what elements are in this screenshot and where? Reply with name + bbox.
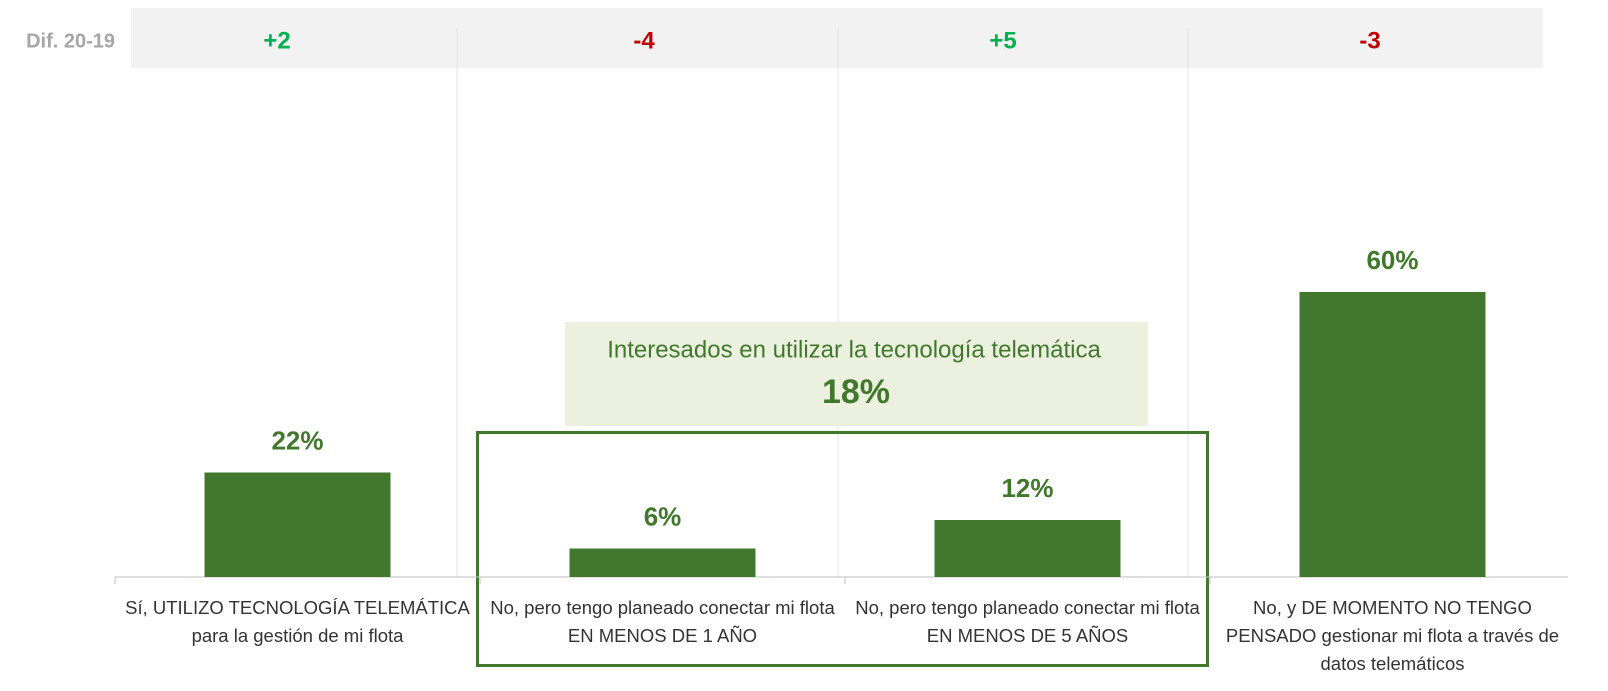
x-tick-label: No, y DE MOMENTO NO TENGO PENSADO gestio… (1225, 597, 1560, 674)
diff-value: +2 (263, 27, 290, 54)
x-tick-label: No, pero tengo planeado conectar mi flot… (490, 597, 835, 646)
diff-band (131, 8, 1543, 68)
annotation-box (565, 322, 1148, 426)
annotation-total: 18% (822, 373, 890, 411)
annotation-text: Interesados en utilizar la tecnología te… (607, 336, 1101, 363)
value-label: 6% (644, 501, 682, 531)
diff-label: Dif. 20-19 (26, 30, 115, 52)
group-box (476, 431, 1209, 667)
bar (1299, 292, 1486, 577)
value-label: 22% (271, 425, 323, 455)
bar (204, 472, 391, 577)
diff-value: +5 (989, 27, 1016, 54)
value-label: 60% (1366, 245, 1418, 275)
value-label: 12% (1001, 473, 1053, 503)
diff-value: -4 (633, 27, 655, 54)
x-tick-label: No, pero tengo planeado conectar mi flot… (855, 597, 1200, 646)
bar (569, 548, 756, 577)
bar (934, 520, 1121, 577)
diff-value: -3 (1359, 27, 1380, 54)
x-tick-label: Sí, UTILIZO TECNOLOGÍA TELEMÁTICA para l… (125, 597, 470, 646)
